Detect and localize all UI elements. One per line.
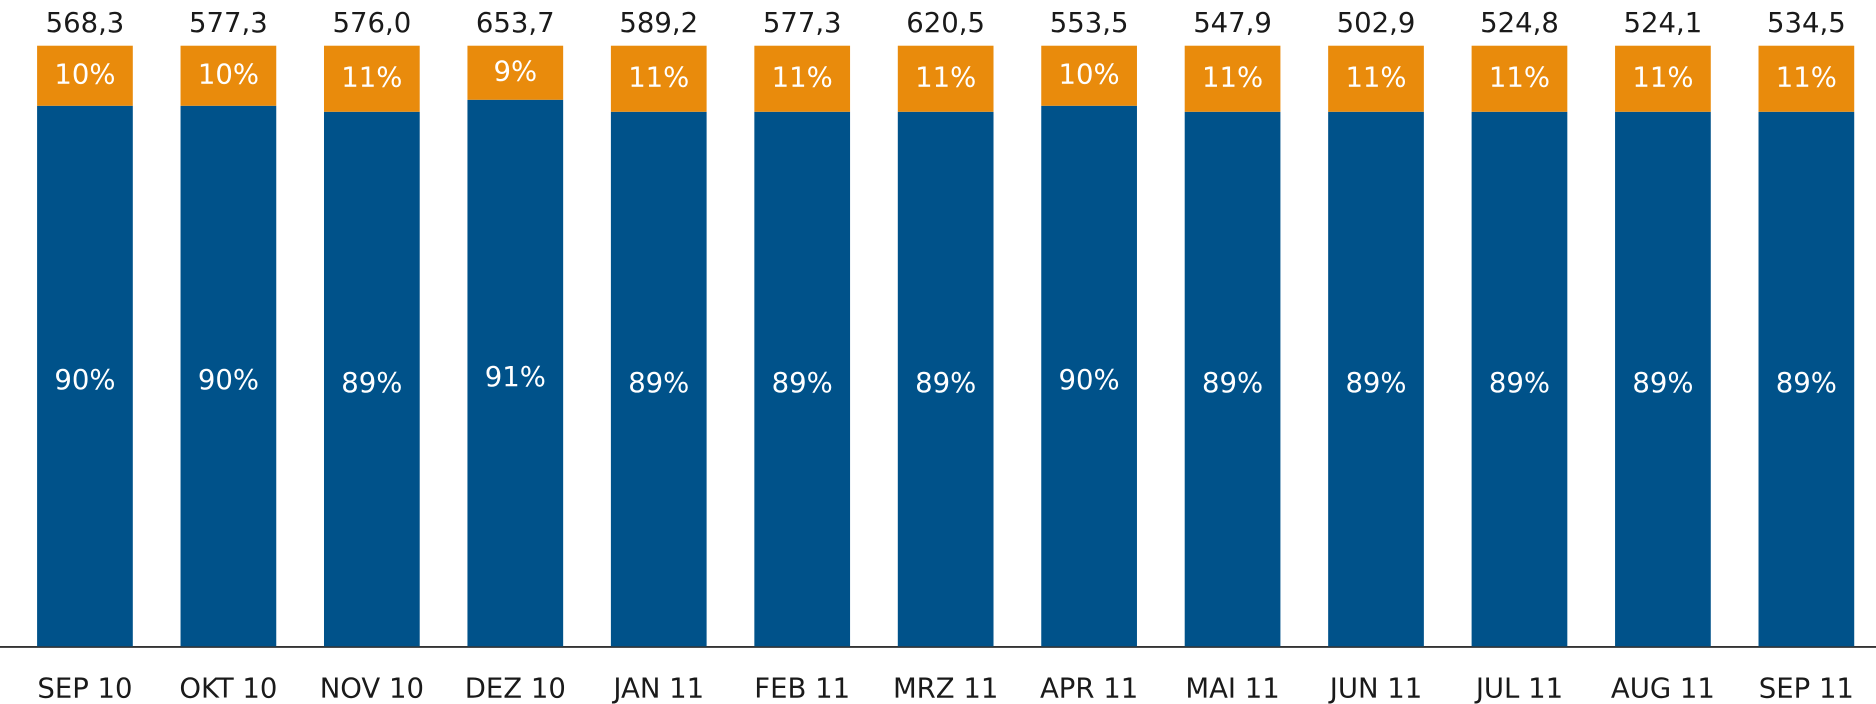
- bar-label: 89%: [1489, 367, 1550, 399]
- bar-label: 11%: [628, 62, 689, 94]
- bar-segment: [1184, 45, 1281, 112]
- bar-label: 90%: [198, 364, 259, 396]
- bar-segment: [1041, 105, 1137, 647]
- bar-label: 11%: [1489, 62, 1550, 94]
- bar-label: 90%: [1059, 364, 1120, 396]
- bar-segment: [610, 45, 707, 112]
- bar-label: 11%: [1776, 62, 1837, 94]
- bar-label: 10%: [1059, 59, 1120, 91]
- x-tick-label: NOV 10: [320, 672, 424, 704]
- bar-segment: [897, 111, 994, 647]
- bar-label: 11%: [1202, 62, 1263, 94]
- bar-segment: [1041, 45, 1137, 106]
- x-tick-label: DEZ 10: [465, 672, 566, 704]
- x-tick-label: AUG 11: [1611, 672, 1715, 704]
- x-tick-label: APR 11: [1040, 672, 1138, 704]
- bar-label: 91%: [485, 361, 546, 393]
- total-label: 576,0: [332, 7, 411, 39]
- bar-segment: [754, 111, 851, 647]
- bar-label: 89%: [915, 367, 976, 399]
- x-tick-label: OKT 10: [179, 672, 277, 704]
- total-label: 653,7: [476, 7, 555, 39]
- x-tick-label: SEP 11: [1759, 672, 1854, 704]
- bar-segment: [180, 105, 277, 647]
- bar-label: 89%: [1776, 367, 1837, 399]
- total-label: 534,5: [1767, 7, 1846, 39]
- total-label: 553,5: [1050, 7, 1129, 39]
- bar-label: 11%: [1345, 62, 1406, 94]
- x-tick-label: MRZ 11: [893, 672, 998, 704]
- total-label: 577,3: [763, 7, 842, 39]
- bar-label: 89%: [1632, 367, 1693, 399]
- x-tick-label: SEP 10: [37, 672, 132, 704]
- bar-segment: [1615, 45, 1711, 112]
- bar-segment: [1758, 111, 1855, 647]
- x-tick-label: MAI 11: [1185, 672, 1279, 704]
- bar-label: 11%: [915, 62, 976, 94]
- total-label: 502,9: [1337, 7, 1416, 39]
- bar-label: 10%: [54, 59, 115, 91]
- total-label: 524,1: [1624, 7, 1703, 39]
- bar-segment: [1328, 111, 1424, 647]
- total-label: 524,8: [1480, 7, 1559, 39]
- bar-label: 89%: [341, 367, 402, 399]
- bar-segment: [467, 99, 564, 647]
- bar-segment: [323, 111, 420, 647]
- bar-segment: [323, 45, 420, 112]
- total-label: 620,5: [906, 7, 985, 39]
- bar-segment: [1471, 45, 1568, 112]
- bar-label: 10%: [198, 59, 259, 91]
- bar-segment: [180, 45, 277, 106]
- total-label: 577,3: [189, 7, 268, 39]
- bar-label: 89%: [628, 367, 689, 399]
- x-tick-label: JAN 11: [611, 672, 704, 704]
- x-tick-label: JUL 11: [1474, 672, 1563, 704]
- bar-segment: [37, 45, 133, 106]
- bar-label: 89%: [1202, 367, 1263, 399]
- bar-segment: [1615, 111, 1711, 647]
- bar-segment: [610, 111, 707, 647]
- bar-segment: [1184, 111, 1281, 647]
- bar-segment: [1328, 45, 1424, 112]
- bar-label: 11%: [341, 62, 402, 94]
- x-tick-label: FEB 11: [754, 672, 850, 704]
- x-tick-label: JUN 11: [1328, 672, 1423, 704]
- total-label: 568,3: [46, 7, 125, 39]
- bar-label: 11%: [772, 62, 833, 94]
- bar-segment: [897, 45, 994, 112]
- bar-label: 89%: [772, 367, 833, 399]
- bar-segment: [754, 45, 851, 112]
- bar-label: 9%: [493, 56, 537, 88]
- total-label: 589,2: [619, 7, 698, 39]
- total-label: 547,9: [1193, 7, 1272, 39]
- bar-segment: [37, 105, 133, 647]
- bar-label: 89%: [1345, 367, 1406, 399]
- bar-label: 90%: [54, 364, 115, 396]
- bar-segment: [467, 45, 564, 100]
- bar-label: 11%: [1632, 62, 1693, 94]
- bar-segment: [1471, 111, 1568, 647]
- bar-segment: [1758, 45, 1855, 112]
